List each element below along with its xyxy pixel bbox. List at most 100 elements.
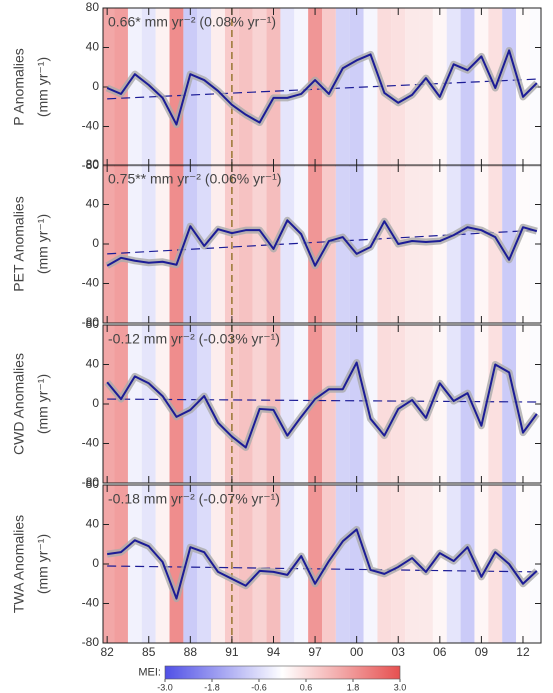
mei-band — [141, 165, 156, 323]
mei-band — [141, 325, 156, 483]
mei-band — [335, 8, 350, 166]
mei-band — [474, 325, 489, 483]
x-tick-label: 03 — [392, 645, 406, 659]
mei-band — [377, 165, 392, 323]
mei-band — [294, 8, 309, 166]
y-tick-label: -80 — [82, 158, 100, 172]
x-tick-label: 00 — [350, 645, 364, 659]
mei-band — [432, 485, 447, 643]
mei-band — [127, 8, 142, 166]
mei-band — [488, 165, 503, 323]
mei-band — [183, 325, 198, 483]
y-tick-label: 0 — [92, 556, 99, 570]
trend-line — [107, 398, 537, 403]
y-axis-label: TWA Anomalies — [11, 515, 27, 613]
mei-band — [280, 325, 295, 483]
y-axis-unit: (mm yr⁻¹) — [35, 57, 51, 117]
mei-band — [127, 165, 142, 323]
y-tick-label: -40 — [82, 436, 100, 450]
y-tick-label: 0 — [92, 236, 99, 250]
mei-band — [197, 485, 212, 643]
y-axis-label: P Anomalies — [11, 48, 27, 126]
mei-band — [474, 485, 489, 643]
y-tick-label: 40 — [86, 40, 100, 54]
mei-band — [419, 8, 433, 166]
mei-band — [238, 325, 253, 483]
mei-band — [488, 485, 503, 643]
mei-band — [280, 8, 295, 166]
colorbar-tick-label: 1.8 — [347, 682, 360, 692]
x-tick-label: 12 — [516, 645, 530, 659]
mei-band — [335, 325, 350, 483]
mei-band — [169, 485, 184, 643]
panel: -80 -40 0 40 80 0.75** mm yr⁻² (0.06% yr⁻¹) PE… — [11, 157, 542, 329]
y-axis-unit: (mm yr⁻¹) — [35, 534, 51, 594]
series-line — [106, 219, 538, 267]
mei-band — [460, 485, 475, 643]
mei-band — [308, 8, 322, 166]
mei-band — [141, 485, 156, 643]
mei-band — [405, 485, 420, 643]
colorbar-tick-label: -3.0 — [157, 682, 173, 692]
mei-band — [266, 8, 281, 166]
mei-band — [335, 165, 350, 323]
x-tick-label: 94 — [267, 645, 281, 659]
x-tick-label: 85 — [142, 645, 156, 659]
mei-band — [308, 165, 322, 323]
mei-band — [349, 8, 364, 166]
mei-band — [516, 485, 530, 643]
mei-band — [335, 485, 350, 643]
mei-band — [488, 325, 503, 483]
mei-band — [211, 485, 225, 643]
y-tick-label: -80 — [82, 475, 100, 489]
mei-band — [391, 325, 406, 483]
mei-band — [349, 485, 364, 643]
series-line — [106, 361, 538, 449]
mei-band — [294, 165, 309, 323]
y-tick-label: 80 — [86, 477, 100, 491]
mei-band — [197, 325, 212, 483]
y-tick-label: 0 — [92, 79, 99, 93]
mei-band — [127, 325, 142, 483]
mei-band — [183, 485, 198, 643]
mei-band — [419, 485, 433, 643]
series-line — [106, 49, 538, 126]
y-tick-label: 40 — [86, 517, 100, 531]
mei-band — [294, 325, 309, 483]
panel: -80 -40 0 40 80 82 85 88 91 94 97 00 03 06 09 12 -0.18 m… — [11, 477, 542, 659]
mei-band — [211, 325, 225, 483]
mei-band — [238, 165, 253, 323]
mei-band — [155, 8, 170, 166]
mei-band — [280, 165, 295, 323]
mei-band — [391, 8, 406, 166]
colorbar-tick-label: -1.8 — [204, 682, 220, 692]
y-axis-label: CWD Anomalies — [11, 353, 27, 455]
mei-band — [349, 165, 364, 323]
y-tick-label: -80 — [82, 315, 100, 329]
colorbar-tick-label: 0.6 — [300, 682, 313, 692]
mei-band — [502, 8, 517, 166]
mei-band — [460, 165, 475, 323]
mei-band — [252, 325, 267, 483]
mei-band — [349, 325, 364, 483]
mei-band — [363, 8, 378, 166]
mei-band — [516, 165, 530, 323]
mei-band — [169, 165, 184, 323]
colorbar-tick-label: -0.6 — [251, 682, 267, 692]
x-tick-label: 91 — [225, 645, 239, 659]
mei-band — [183, 165, 198, 323]
mei-band — [252, 8, 267, 166]
mei-band — [127, 485, 142, 643]
y-tick-label: 80 — [86, 0, 100, 14]
mei-band — [252, 485, 267, 643]
y-axis-unit: (mm yr⁻¹) — [35, 374, 51, 434]
mei-band — [377, 325, 392, 483]
mei-band — [516, 325, 530, 483]
annotation: 0.75** mm yr⁻² (0.06% yr⁻¹) — [108, 171, 281, 187]
y-tick-label: -40 — [82, 119, 100, 133]
mei-band — [377, 485, 392, 643]
mei-band — [114, 165, 128, 323]
series-line — [107, 528, 538, 600]
annotation: -0.12 mm yr⁻² (-0.03% yr⁻¹) — [108, 331, 280, 347]
